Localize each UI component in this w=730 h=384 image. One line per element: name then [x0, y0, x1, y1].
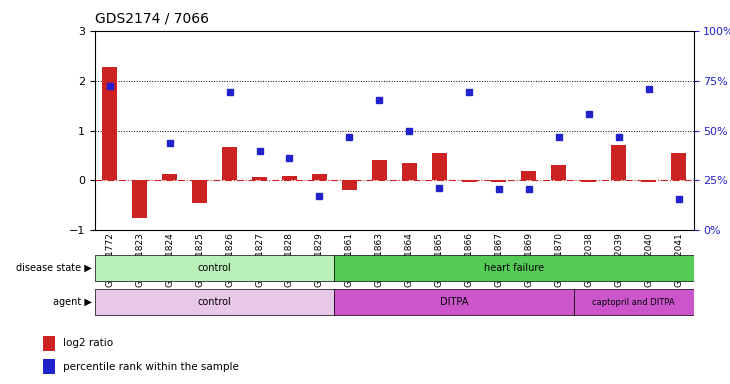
Bar: [222, 147, 237, 180]
Text: DITPA: DITPA: [440, 297, 468, 308]
Bar: [611, 144, 626, 180]
Bar: [43, 359, 55, 374]
Bar: [132, 180, 147, 218]
Bar: [95, 255, 334, 281]
Bar: [491, 180, 507, 182]
Bar: [431, 153, 447, 180]
Bar: [95, 290, 334, 315]
Bar: [551, 165, 566, 180]
Bar: [342, 180, 357, 190]
Bar: [334, 290, 574, 315]
Text: control: control: [198, 297, 231, 308]
Text: agent ▶: agent ▶: [53, 297, 92, 308]
Text: heart failure: heart failure: [484, 263, 544, 273]
Text: GDS2174 / 7066: GDS2174 / 7066: [95, 12, 209, 25]
Bar: [581, 180, 596, 182]
Bar: [192, 180, 207, 203]
Bar: [334, 255, 694, 281]
Text: log2 ratio: log2 ratio: [63, 338, 113, 348]
Bar: [162, 174, 177, 180]
Text: control: control: [198, 263, 231, 273]
Bar: [641, 180, 656, 182]
Bar: [282, 177, 297, 180]
Text: captopril and DITPA: captopril and DITPA: [592, 298, 675, 307]
Bar: [43, 336, 55, 351]
Bar: [574, 290, 693, 315]
Text: disease state ▶: disease state ▶: [16, 263, 92, 273]
Bar: [671, 153, 686, 180]
Bar: [102, 67, 118, 180]
Bar: [312, 174, 327, 180]
Bar: [402, 163, 417, 180]
Bar: [521, 172, 537, 180]
Bar: [372, 159, 387, 180]
Text: percentile rank within the sample: percentile rank within the sample: [63, 362, 239, 372]
Bar: [461, 180, 477, 182]
Bar: [252, 177, 267, 180]
